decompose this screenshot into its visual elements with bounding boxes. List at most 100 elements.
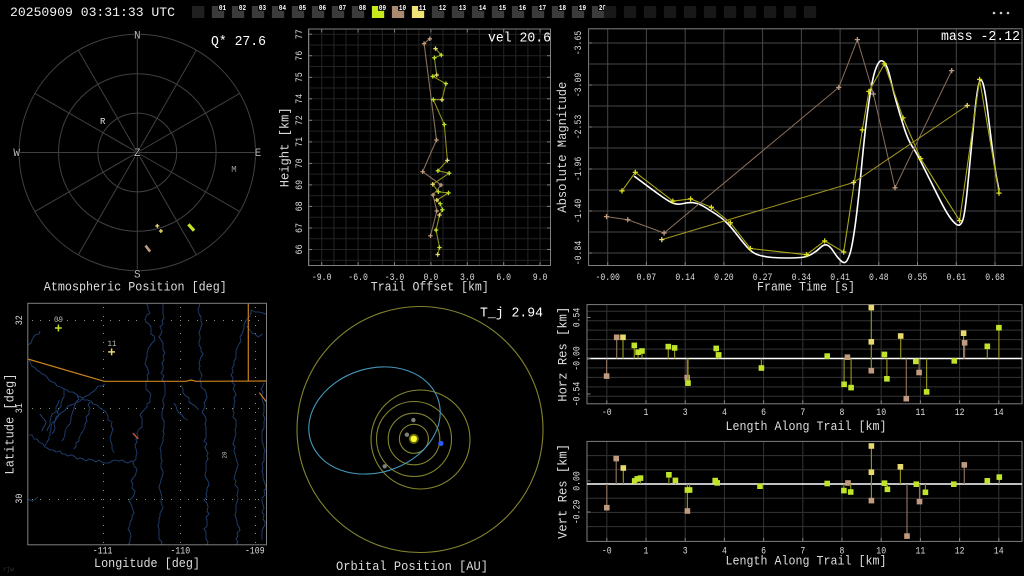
svg-text:-0: -0 [602,407,612,419]
svg-text:09: 09 [379,5,387,13]
svg-text:20: 20 [222,451,229,458]
svg-text:10: 10 [876,407,886,419]
svg-text:67: 67 [294,223,306,233]
svg-text:Length Along Trail [km]: Length Along Trail [km] [726,555,887,569]
svg-text:Latitude [deg]: Latitude [deg] [4,374,18,475]
svg-text:-1.96: -1.96 [573,157,585,182]
svg-text:6.0: 6.0 [496,272,511,284]
svg-text:0.54: 0.54 [572,308,584,328]
svg-text:-0.00: -0.00 [595,272,620,284]
svg-text:69: 69 [294,180,306,190]
svg-text:-1.40: -1.40 [573,199,585,224]
svg-text:M: M [231,165,236,175]
svg-text:-9.0: -9.0 [312,272,332,284]
svg-text:0.41: 0.41 [830,272,850,284]
svg-text:08: 08 [359,5,367,13]
svg-text:10: 10 [399,5,407,13]
svg-text:20250909 03:31:33 UTC: 20250909 03:31:33 UTC [10,5,175,20]
svg-text:S: S [134,270,141,282]
svg-text:9.0: 9.0 [533,272,548,284]
svg-text:11: 11 [916,546,926,558]
svg-text:05: 05 [299,5,307,13]
svg-text:-3.09: -3.09 [573,73,585,98]
svg-text:E: E [255,148,262,160]
svg-text:7: 7 [800,407,805,419]
svg-text:Atmospheric Position [deg]: Atmospheric Position [deg] [44,280,227,294]
svg-text:12: 12 [439,5,447,13]
svg-text:3: 3 [683,407,688,419]
svg-text:-0.29: -0.29 [572,500,584,525]
svg-text:8: 8 [840,546,845,558]
svg-text:1: 1 [644,407,649,419]
svg-text:T_j 2.94: T_j 2.94 [480,307,543,322]
svg-text:12: 12 [955,546,965,558]
svg-text:Frame Time [s]: Frame Time [s] [757,281,855,295]
svg-text:07: 07 [339,5,346,13]
svg-text:19: 19 [579,5,587,13]
svg-text:-3.0: -3.0 [385,272,405,284]
svg-text:Orbital Position [AU]: Orbital Position [AU] [336,560,488,574]
svg-text:vel 20.6: vel 20.6 [488,32,551,47]
svg-text:0.34: 0.34 [792,272,812,284]
svg-text:01: 01 [219,5,227,13]
svg-text:0.68: 0.68 [985,272,1005,284]
svg-text:Longitude [deg]: Longitude [deg] [94,557,200,571]
svg-text:0.61: 0.61 [947,272,967,284]
svg-text:11: 11 [419,5,427,13]
svg-text:10: 10 [876,546,886,558]
svg-text:-0.00: -0.00 [572,346,584,371]
svg-text:Vert Res [km]: Vert Res [km] [557,444,571,539]
svg-text:7: 7 [800,546,805,558]
svg-text:16: 16 [519,5,527,13]
svg-text:6: 6 [761,407,766,419]
svg-text:09: 09 [54,315,63,325]
svg-text:06: 06 [319,5,327,13]
svg-text:70: 70 [294,158,306,168]
svg-text:0.07: 0.07 [637,272,657,284]
svg-text:Height [km]: Height [km] [279,107,293,187]
svg-text:0.00: 0.00 [572,471,584,491]
svg-text:0.27: 0.27 [753,272,773,284]
svg-text:31: 31 [14,403,26,413]
svg-text:3: 3 [683,546,688,558]
svg-text:0.0: 0.0 [424,272,439,284]
svg-text:77: 77 [294,29,306,39]
svg-text:N: N [134,30,141,42]
svg-text:0.20: 0.20 [714,272,734,284]
svg-text:3.0: 3.0 [460,272,475,284]
svg-text:15: 15 [499,5,507,13]
svg-text:6: 6 [761,546,766,558]
svg-text:-109: -109 [245,546,265,558]
svg-text:32: 32 [14,315,26,325]
svg-text:0.55: 0.55 [908,272,928,284]
svg-text:Z: Z [134,148,141,160]
svg-text:Length Along Trail [km]: Length Along Trail [km] [726,420,887,434]
svg-text:14: 14 [479,5,487,13]
svg-text:-0.54: -0.54 [572,382,584,407]
svg-text:13: 13 [459,5,467,13]
svg-text:-0.84: -0.84 [573,241,585,266]
svg-text:66: 66 [294,245,306,255]
svg-text:76: 76 [294,51,306,61]
svg-text:75: 75 [294,72,306,82]
svg-text:Q* 27.6: Q* 27.6 [211,35,266,50]
svg-text:mass -2.12: mass -2.12 [941,30,1020,45]
svg-text:1: 1 [644,546,649,558]
svg-text:-2.53: -2.53 [573,115,585,140]
svg-text:20: 20 [599,5,607,13]
svg-text:68: 68 [294,201,306,211]
svg-text:12: 12 [955,407,965,419]
svg-text:71: 71 [294,137,306,147]
svg-text:W: W [13,148,20,160]
svg-text:14: 14 [994,546,1004,558]
svg-text:74: 74 [294,94,306,104]
svg-text:4: 4 [722,546,727,558]
svg-text:0.14: 0.14 [675,272,695,284]
svg-text:-6.0: -6.0 [348,272,368,284]
svg-text:04: 04 [279,5,287,13]
svg-text:17: 17 [539,5,546,13]
svg-text:02: 02 [239,5,247,13]
svg-text:30: 30 [14,494,26,504]
svg-text:72: 72 [294,115,306,125]
svg-text:0.48: 0.48 [869,272,889,284]
